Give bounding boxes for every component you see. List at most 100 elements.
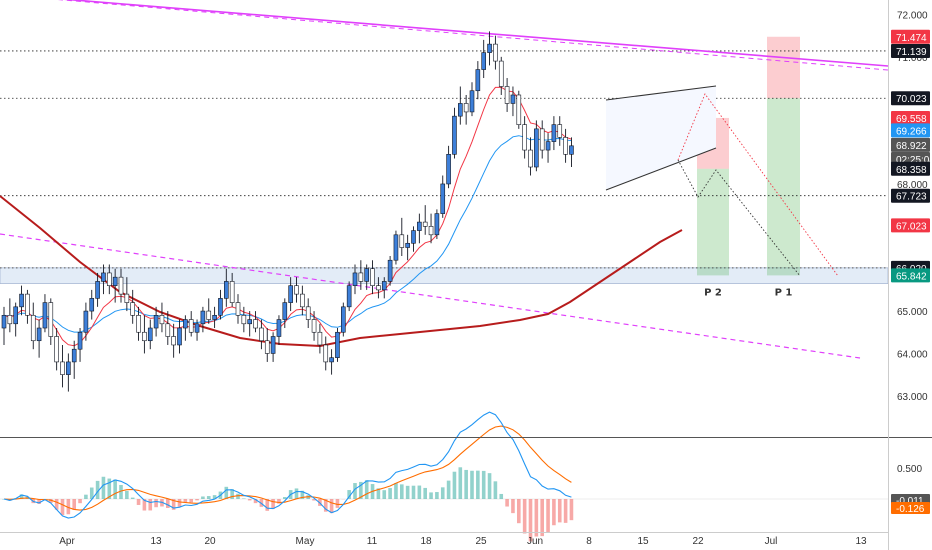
candle[interactable]	[428, 226, 434, 236]
candle[interactable]	[457, 103, 463, 117]
candle[interactable]	[417, 221, 422, 231]
candle[interactable]	[1, 315, 7, 329]
candle[interactable]	[142, 331, 147, 342]
candle[interactable]	[528, 149, 533, 168]
candle[interactable]	[370, 268, 375, 286]
candle[interactable]	[493, 43, 498, 62]
candle[interactable]	[118, 276, 124, 295]
support-zone[interactable]	[0, 267, 889, 284]
candle[interactable]	[469, 90, 475, 113]
candle[interactable]	[545, 141, 551, 151]
candle[interactable]	[329, 357, 334, 363]
candle[interactable]	[352, 272, 358, 286]
candle[interactable]	[422, 221, 428, 227]
candle[interactable]	[171, 336, 176, 346]
candle[interactable]	[224, 281, 229, 299]
candle[interactable]	[42, 302, 48, 329]
candle[interactable]	[270, 336, 276, 354]
candle[interactable]	[89, 298, 95, 312]
candle[interactable]	[188, 319, 194, 333]
candle[interactable]	[194, 323, 200, 333]
candle[interactable]	[30, 315, 36, 342]
candle[interactable]	[206, 310, 212, 320]
channel-top[interactable]	[605, 85, 717, 101]
candle[interactable]	[112, 276, 118, 286]
candle[interactable]	[305, 306, 311, 320]
ema-fast-line[interactable]	[3, 86, 572, 347]
candle[interactable]	[235, 302, 241, 316]
candle[interactable]	[539, 128, 545, 151]
candle[interactable]	[557, 124, 563, 138]
candle[interactable]	[136, 315, 141, 333]
candle[interactable]	[323, 344, 329, 363]
candle[interactable]	[48, 302, 54, 337]
candle[interactable]	[19, 293, 24, 308]
candle[interactable]	[60, 361, 65, 375]
candle[interactable]	[124, 293, 130, 303]
macd-pane[interactable]	[0, 411, 888, 542]
candle[interactable]	[381, 281, 387, 291]
candle[interactable]	[241, 315, 247, 325]
candle[interactable]	[434, 213, 440, 236]
candle[interactable]	[311, 319, 317, 333]
candle[interactable]	[440, 183, 446, 214]
candle[interactable]	[107, 272, 112, 286]
candle[interactable]	[101, 272, 106, 282]
candle[interactable]	[276, 319, 282, 337]
candle[interactable]	[229, 281, 235, 303]
candle[interactable]	[177, 327, 182, 346]
candle[interactable]	[481, 52, 487, 70]
candle[interactable]	[247, 319, 252, 325]
candle[interactable]	[364, 268, 370, 282]
candle[interactable]	[534, 128, 539, 168]
candle[interactable]	[446, 153, 451, 185]
candle[interactable]	[463, 103, 469, 113]
candle[interactable]	[452, 115, 457, 155]
candle[interactable]	[504, 86, 510, 104]
candle[interactable]	[300, 293, 305, 308]
candle[interactable]	[36, 327, 42, 342]
candle[interactable]	[340, 306, 346, 333]
candle[interactable]	[358, 272, 364, 282]
candle[interactable]	[288, 285, 293, 303]
candle[interactable]	[83, 310, 89, 333]
candle[interactable]	[346, 285, 352, 308]
candle[interactable]	[411, 230, 416, 244]
position-stop-zone[interactable]	[767, 36, 800, 99]
position-target-zone[interactable]	[697, 168, 729, 276]
candle[interactable]	[147, 327, 153, 342]
projection-path-p2[interactable]	[677, 159, 801, 277]
candle[interactable]	[282, 302, 288, 320]
candle[interactable]	[387, 259, 393, 282]
candle[interactable]	[77, 331, 83, 350]
candle[interactable]	[253, 319, 258, 329]
candle[interactable]	[405, 242, 410, 248]
candle[interactable]	[130, 302, 135, 316]
candle[interactable]	[335, 331, 340, 358]
candle[interactable]	[487, 43, 492, 53]
candle[interactable]	[522, 124, 527, 151]
candle[interactable]	[200, 310, 206, 325]
candle[interactable]	[475, 69, 481, 92]
candle[interactable]	[95, 281, 100, 299]
upper-trendline-parallel[interactable]	[40, 0, 889, 71]
candle[interactable]	[218, 298, 223, 316]
candle[interactable]	[13, 306, 18, 325]
candle[interactable]	[376, 285, 381, 291]
candle[interactable]	[399, 234, 405, 248]
candle[interactable]	[510, 94, 516, 104]
price-pane[interactable]: P 2 P 1	[0, 0, 889, 392]
position-target-zone[interactable]	[767, 98, 800, 276]
lower-trendline[interactable]	[0, 233, 861, 359]
ema-slow-line[interactable]	[3, 135, 572, 333]
candle[interactable]	[183, 319, 188, 329]
candle[interactable]	[264, 340, 270, 354]
upper-trendline[interactable]	[0, 0, 889, 67]
candle[interactable]	[551, 124, 557, 142]
candle[interactable]	[165, 323, 171, 337]
candle[interactable]	[516, 94, 522, 125]
macd-signal-line[interactable]	[3, 425, 572, 511]
candle[interactable]	[569, 145, 574, 155]
candle[interactable]	[7, 315, 13, 325]
